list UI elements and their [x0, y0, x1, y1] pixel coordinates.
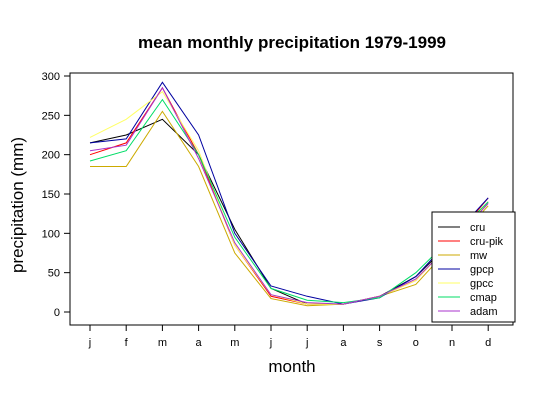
x-axis-label: month	[268, 357, 315, 376]
x-tick-label: n	[449, 337, 455, 349]
y-tick-label: 100	[42, 228, 60, 240]
x-tick-label: a	[196, 337, 203, 349]
y-axis-label: precipitation (mm)	[8, 137, 27, 273]
x-tick-label: j	[305, 337, 308, 349]
x-tick-label: o	[413, 337, 419, 349]
series-line-adam	[89, 86, 489, 305]
series-line-mw	[90, 110, 489, 307]
y-tick-label: 150	[42, 189, 60, 201]
legend-label-mw: mw	[470, 250, 487, 262]
x-tick-label: s	[377, 337, 383, 349]
legend-label-cru-pik: cru-pik	[470, 236, 504, 248]
series-line-cmap	[89, 98, 489, 304]
legend-label-cru: cru	[470, 222, 485, 234]
y-axis: 0 50 100 150 200 250 300	[42, 71, 71, 319]
x-tick-label: a	[340, 337, 347, 349]
series-line-gpcc	[89, 90, 489, 305]
series-line-cru	[89, 118, 489, 305]
series-layer	[89, 81, 489, 307]
y-tick-label: 0	[54, 307, 60, 319]
x-tick-label: f	[125, 337, 129, 349]
x-tick-label: j	[88, 337, 91, 349]
legend-label-gpcp: gpcp	[470, 264, 494, 276]
x-tick-label: m	[230, 337, 239, 349]
legend-label-cmap: cmap	[470, 292, 497, 304]
y-tick-label: 250	[42, 110, 60, 122]
x-tick-label: d	[485, 337, 491, 349]
y-tick-label: 300	[42, 71, 60, 83]
x-tick-label: m	[158, 337, 167, 349]
y-tick-label: 50	[48, 268, 60, 280]
y-tick-label: 200	[42, 150, 60, 162]
legend-box	[431, 211, 516, 323]
series-line-cru-pik	[89, 86, 489, 305]
x-tick-label: j	[269, 337, 272, 349]
legend: cru cru-pik mw gpcp gpcc cmap adam	[431, 211, 516, 323]
legend-label-adam: adam	[470, 306, 498, 318]
chart-title: mean monthly precipitation 1979-1999	[138, 33, 446, 52]
series-line-gpcp	[89, 81, 489, 305]
legend-label-gpcc: gpcc	[470, 278, 494, 290]
